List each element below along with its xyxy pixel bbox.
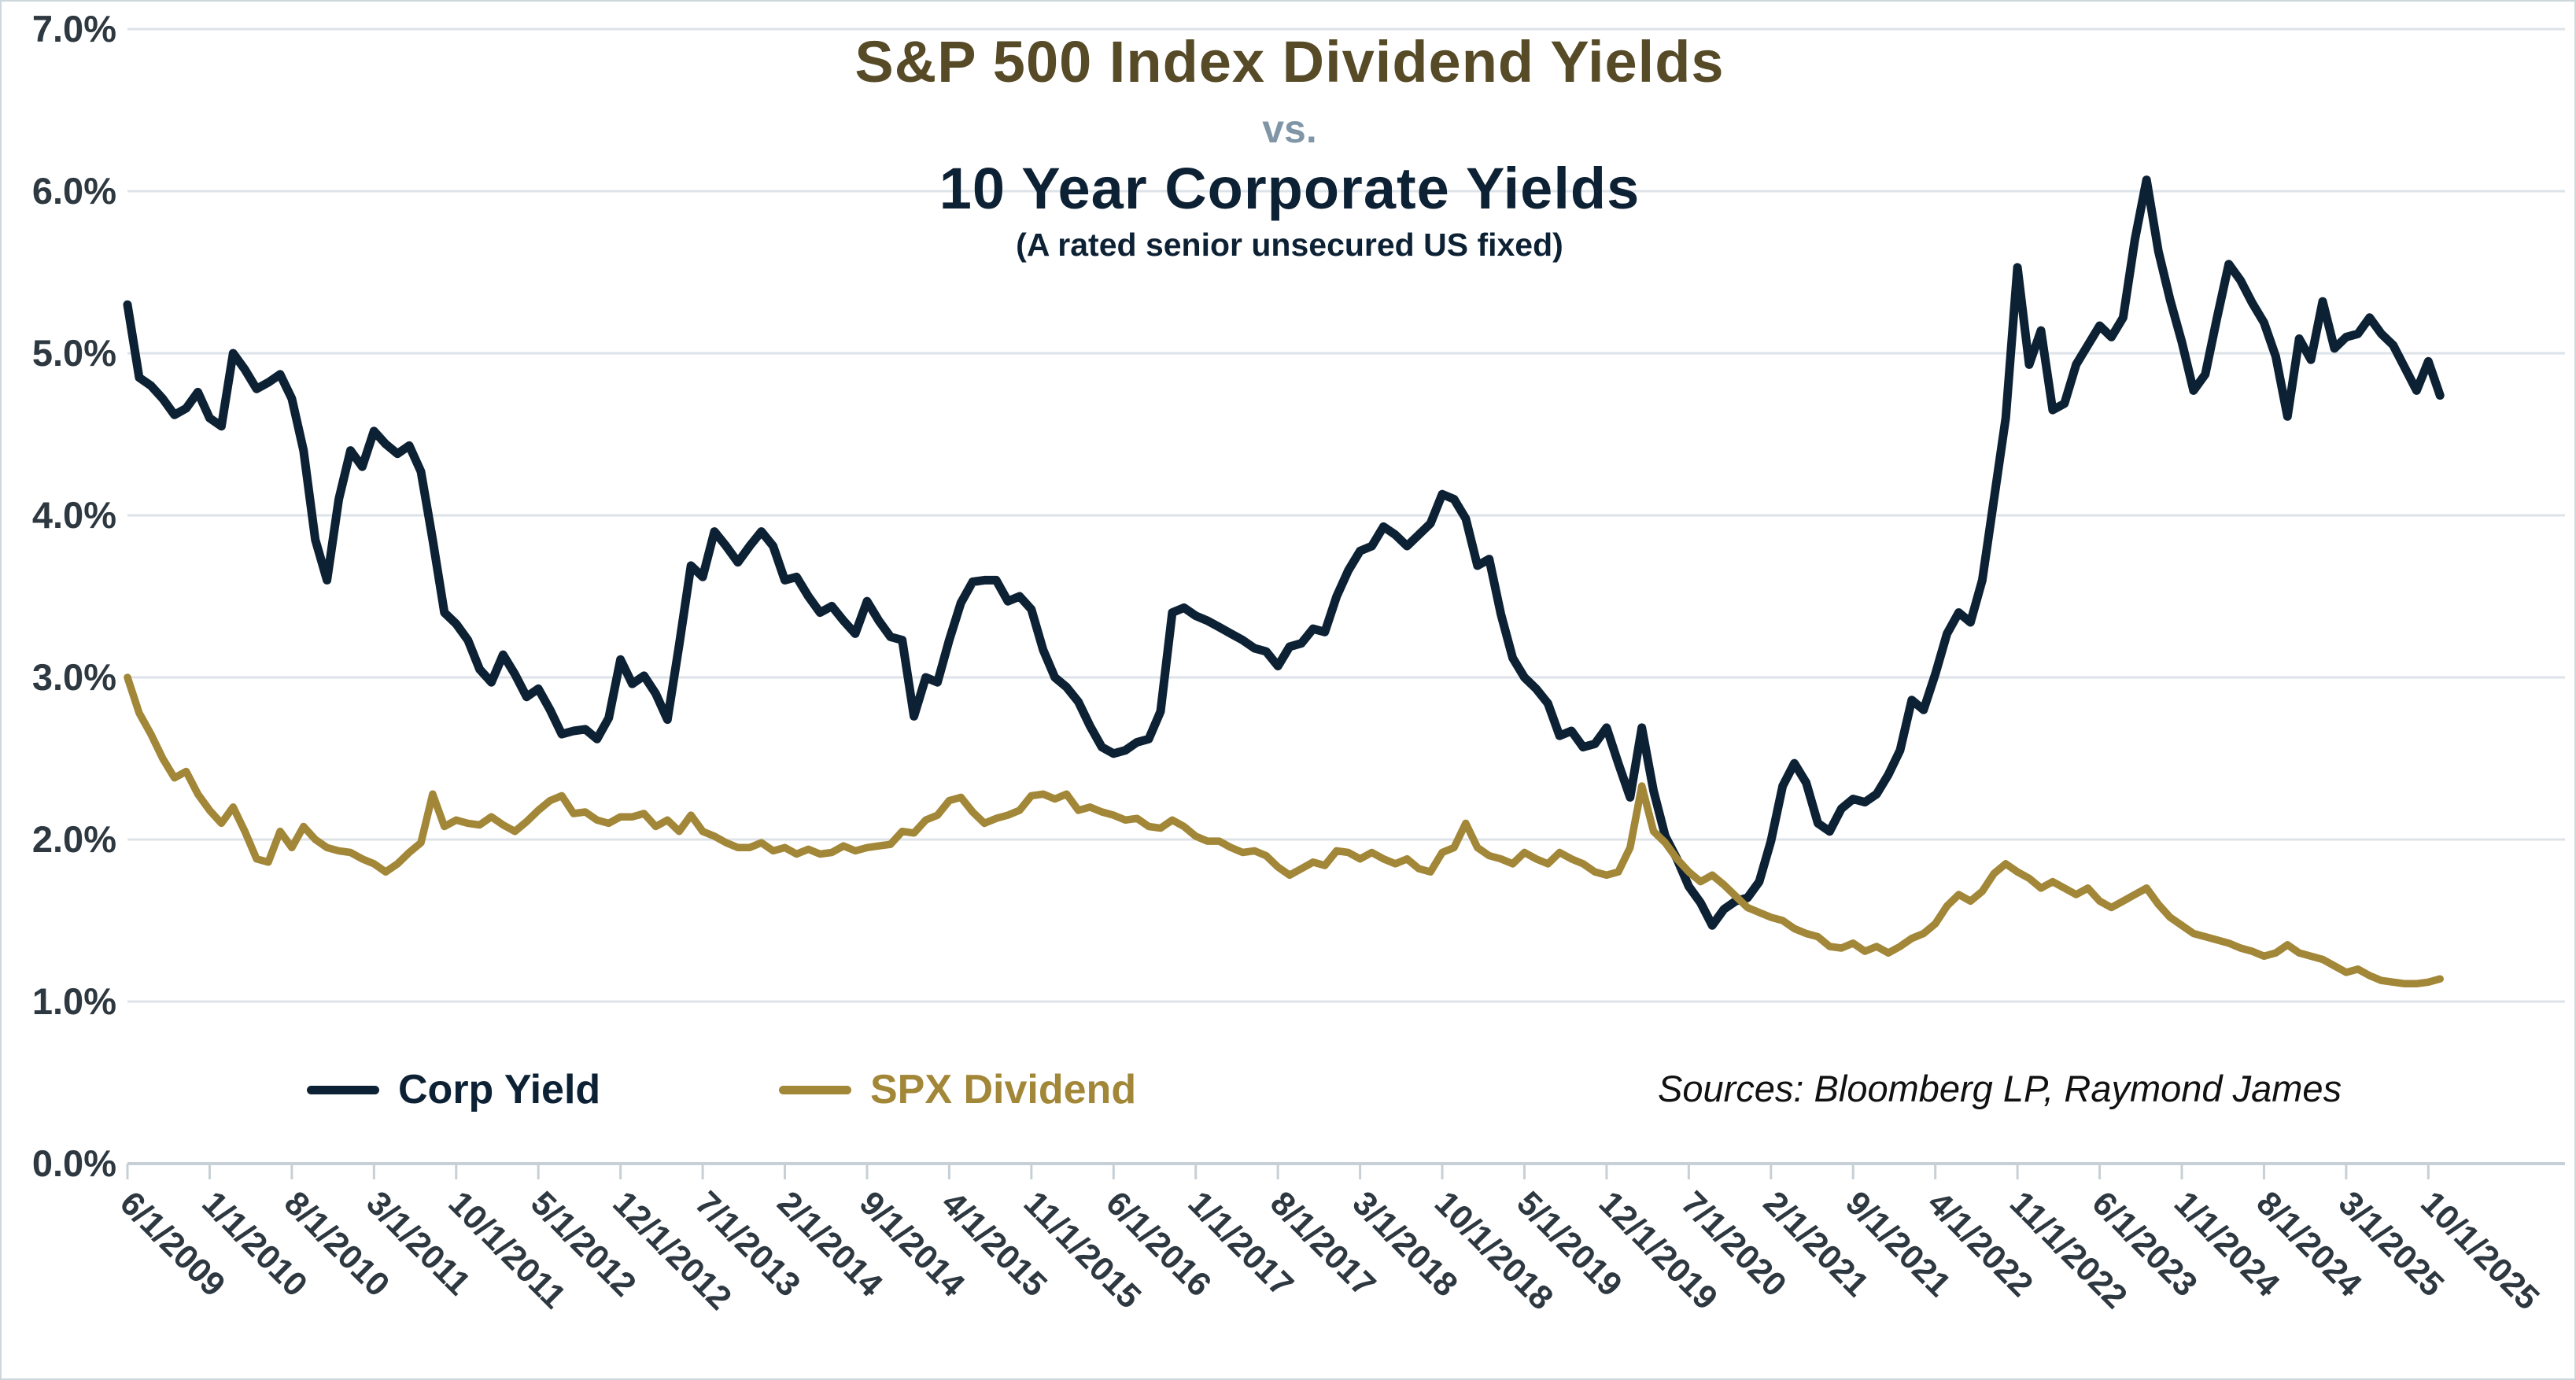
y-axis-label: 0.0% xyxy=(32,1142,116,1184)
y-axis-label: 3.0% xyxy=(32,656,116,698)
legend-label-spx-dividend: SPX Dividend xyxy=(870,1067,1137,1112)
y-axis-label: 6.0% xyxy=(32,170,116,212)
legend-label-corp-yield: Corp Yield xyxy=(398,1067,601,1112)
spx-dividend-line-swatch-icon xyxy=(779,1085,851,1094)
x-axis-label: 10/1/2025 xyxy=(2413,1184,2546,1317)
legend-item-spx-dividend: SPX Dividend xyxy=(779,1065,1136,1114)
y-axis-label: 1.0% xyxy=(32,980,116,1022)
legend-item-corp-yield: Corp Yield xyxy=(307,1065,600,1114)
sources-note: Sources: Bloomberg LP, Raymond James xyxy=(1658,1068,2342,1109)
y-axis-label: 7.0% xyxy=(32,8,116,50)
y-axis-label: 2.0% xyxy=(32,818,116,860)
spx-dividend-line xyxy=(124,673,2444,988)
corp-yield-line xyxy=(123,175,2445,930)
y-axis-label: 4.0% xyxy=(32,494,116,536)
y-axis-label: 5.0% xyxy=(32,332,116,374)
corp-yield-line-swatch-icon xyxy=(307,1085,379,1094)
